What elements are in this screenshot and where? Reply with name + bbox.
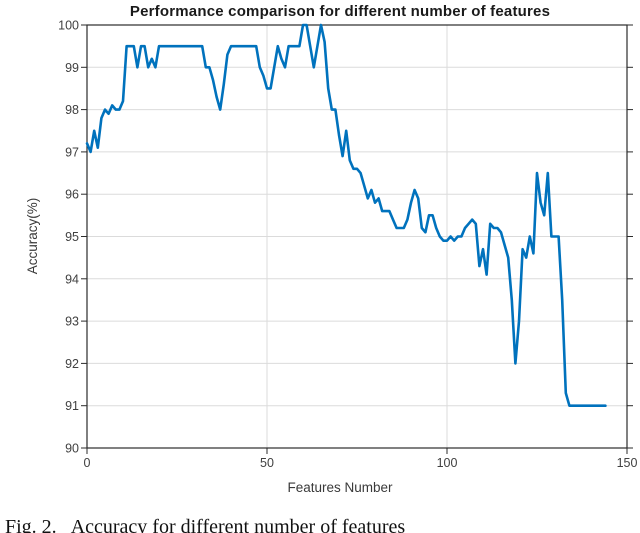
- y-tick-99: 99: [65, 61, 79, 75]
- axis-ticks: [81, 24, 633, 454]
- y-tick-97: 97: [65, 145, 79, 159]
- y-tick-94: 94: [65, 272, 79, 286]
- x-axis-label: Features Number: [287, 480, 393, 495]
- y-tick-labels: 90 91 92 93 94 95 96 97 98 99 100: [58, 19, 79, 456]
- y-tick-90: 90: [65, 442, 79, 456]
- y-tick-100: 100: [58, 19, 79, 33]
- x-tick-100: 100: [437, 456, 458, 470]
- x-tick-150: 150: [617, 456, 638, 470]
- x-tick-0: 0: [84, 456, 91, 470]
- x-tick-labels: 0 50 100 150: [84, 456, 638, 470]
- figure-caption: Fig. 2. Accuracy for different number of …: [5, 516, 635, 533]
- y-tick-91: 91: [65, 399, 79, 413]
- caption-text: Accuracy for different number of feature…: [70, 516, 406, 533]
- accuracy-chart: Performance comparison for different num…: [25, 3, 638, 495]
- y-tick-98: 98: [65, 103, 79, 117]
- accuracy-line: [85, 23, 607, 408]
- chart-title: Performance comparison for different num…: [130, 3, 550, 20]
- x-tick-50: 50: [260, 456, 274, 470]
- gridlines: [87, 25, 627, 448]
- y-tick-92: 92: [65, 357, 79, 371]
- y-tick-95: 95: [65, 230, 79, 244]
- y-axis-label: Accuracy(%): [25, 198, 40, 275]
- plot-border: [86, 24, 628, 449]
- caption-tag: Fig. 2.: [5, 516, 57, 533]
- y-tick-96: 96: [65, 188, 79, 202]
- y-tick-93: 93: [65, 315, 79, 329]
